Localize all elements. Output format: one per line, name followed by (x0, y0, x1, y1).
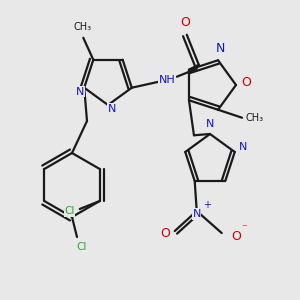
Text: O: O (241, 76, 251, 89)
Text: N: N (193, 209, 201, 219)
Text: N: N (215, 42, 225, 55)
Text: Cl: Cl (64, 206, 75, 216)
Text: O: O (160, 226, 170, 239)
Text: +: + (203, 200, 211, 210)
Text: CH₃: CH₃ (73, 22, 92, 32)
Text: N: N (238, 142, 247, 152)
Text: NH: NH (158, 75, 175, 85)
Text: O: O (231, 230, 241, 242)
Text: Cl: Cl (77, 242, 87, 252)
Text: ⁻: ⁻ (241, 223, 247, 233)
Text: N: N (76, 87, 84, 97)
Text: N: N (108, 104, 116, 114)
Text: O: O (180, 16, 190, 29)
Text: CH₃: CH₃ (246, 113, 264, 123)
Text: N: N (206, 119, 214, 129)
